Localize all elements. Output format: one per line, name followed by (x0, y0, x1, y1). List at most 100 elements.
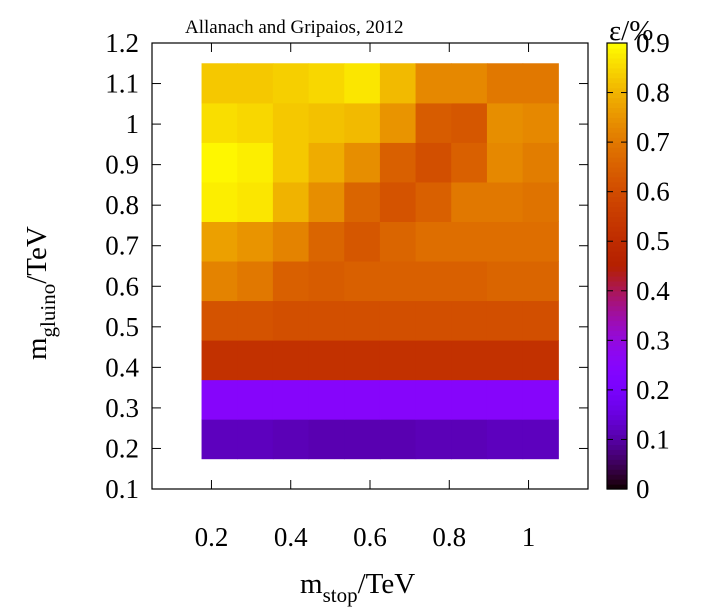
heatmap-cell (415, 102, 452, 143)
heatmap-cell (272, 260, 310, 302)
heatmap-cell (237, 260, 274, 302)
colorbar-segment (607, 226, 627, 232)
x-tick-label: 1 (522, 522, 536, 552)
heatmap-cell (308, 102, 345, 143)
heatmap-cell (272, 181, 310, 222)
colorbar-segment (607, 152, 627, 158)
heatmap-cell (522, 340, 559, 381)
colorbar-segment (607, 335, 627, 341)
heatmap-cell (486, 260, 524, 302)
x-tick-label: 0.2 (195, 522, 229, 552)
colorbar-segment (607, 122, 627, 128)
colorbar-segment (607, 454, 627, 460)
colorbar-segment (607, 87, 627, 94)
colorbar-segment (607, 117, 627, 123)
heatmap-cell (272, 102, 310, 143)
colorbar-segment (607, 474, 627, 480)
heatmap-cell (522, 300, 559, 341)
heatmap-cell (522, 419, 559, 460)
colorbar-tick-label: 0.7 (636, 127, 670, 157)
colorbar-segment (607, 389, 627, 396)
colorbar-label: ε/% (609, 15, 653, 47)
colorbar-segment (607, 107, 627, 113)
heatmap-cell (344, 221, 381, 262)
colorbar-segment (607, 92, 627, 99)
heatmap-cell (379, 419, 417, 460)
heatmap-cell (308, 181, 345, 222)
heatmap-cell (415, 221, 452, 262)
heatmap-cell (272, 300, 310, 341)
credit-text: Allanach and Gripaios, 2012 (185, 17, 403, 38)
heatmap-cell (451, 102, 488, 143)
heatmap-cell (486, 63, 524, 104)
heatmap-cell (237, 142, 274, 183)
colorbar-segment (607, 261, 627, 267)
colorbar-segment (607, 469, 627, 475)
heatmap-cell (522, 221, 559, 262)
colorbar-segment (607, 464, 627, 470)
heatmap-cell (379, 181, 417, 222)
y-tick-label: 0.6 (105, 271, 139, 301)
colorbar-tick-label: 0.4 (636, 276, 670, 306)
heatmap-cell (451, 181, 488, 222)
colorbar-segment (607, 216, 627, 222)
y-tick-label: 0.1 (105, 474, 139, 504)
y-tick-labels: 0.1 0.2 0.3 0.4 0.5 0.6 0.7 0.8 0.9 1 1.1 1.2 (105, 28, 139, 504)
colorbar-segment (607, 340, 627, 346)
heatmap-cell (522, 379, 559, 420)
colorbar-tick-label: 0.2 (636, 375, 670, 405)
colorbar-segment (607, 176, 627, 183)
colorbar-segment (607, 77, 627, 84)
heatmap-cell (415, 63, 452, 104)
colorbar-segment (607, 47, 627, 54)
y-tick-label: 0.8 (105, 190, 139, 220)
heatmap-cell (379, 142, 417, 183)
heatmap-cell (237, 63, 274, 104)
y-tick-label: 0.4 (105, 352, 139, 382)
heatmap-cell (344, 340, 381, 381)
colorbar-segment (607, 52, 627, 59)
colorbar-segment (607, 246, 627, 252)
colorbar-tick-label: 0.1 (636, 424, 670, 454)
heatmap-cell (344, 63, 381, 104)
heatmap-cell (308, 340, 345, 381)
colorbar-segment (607, 266, 627, 272)
colorbar (606, 42, 628, 490)
heatmap-cells (201, 63, 559, 460)
colorbar-segment (607, 310, 627, 317)
heatmap-cell (308, 142, 345, 183)
heatmap-cell (272, 419, 310, 460)
heatmap-cell (415, 260, 452, 302)
colorbar-segment (607, 409, 627, 416)
colorbar-segment (607, 206, 627, 213)
y-tick-label: 0.7 (105, 231, 139, 261)
colorbar-segment (607, 479, 627, 485)
colorbar-segment (607, 280, 627, 287)
heatmap-cell (486, 340, 524, 381)
colorbar-segment (607, 137, 627, 143)
heatmap-cell (415, 419, 452, 460)
y-tick-label: 0.3 (105, 393, 139, 423)
heatmap-cell (237, 221, 274, 262)
heatmap-cell (379, 340, 417, 381)
heatmap-cell (451, 142, 488, 183)
colorbar-segment (607, 459, 627, 465)
colorbar-segment (607, 449, 627, 455)
colorbar-tick-labels: 0 0.1 0.2 0.3 0.4 0.5 0.6 0.7 0.8 0.9 (636, 28, 670, 504)
colorbar-segment (607, 97, 627, 104)
colorbar-segment (607, 330, 627, 336)
colorbar-segment (607, 315, 627, 322)
colorbar-frame (606, 42, 628, 490)
heatmap-cell (415, 181, 452, 222)
y-tick-label: 0.5 (105, 312, 139, 342)
colorbar-segment (607, 166, 627, 173)
heatmap-cell (272, 340, 310, 381)
colorbar-segment (607, 221, 627, 227)
colorbar-segment (607, 142, 627, 148)
x-tick-label: 0.6 (353, 522, 387, 552)
colorbar-segment (607, 305, 627, 312)
x-axis-label: mstop/TeV (300, 568, 415, 607)
colorbar-segment (607, 320, 627, 327)
heatmap-cell (486, 102, 524, 143)
colorbar-tick-label: 0.5 (636, 226, 670, 256)
